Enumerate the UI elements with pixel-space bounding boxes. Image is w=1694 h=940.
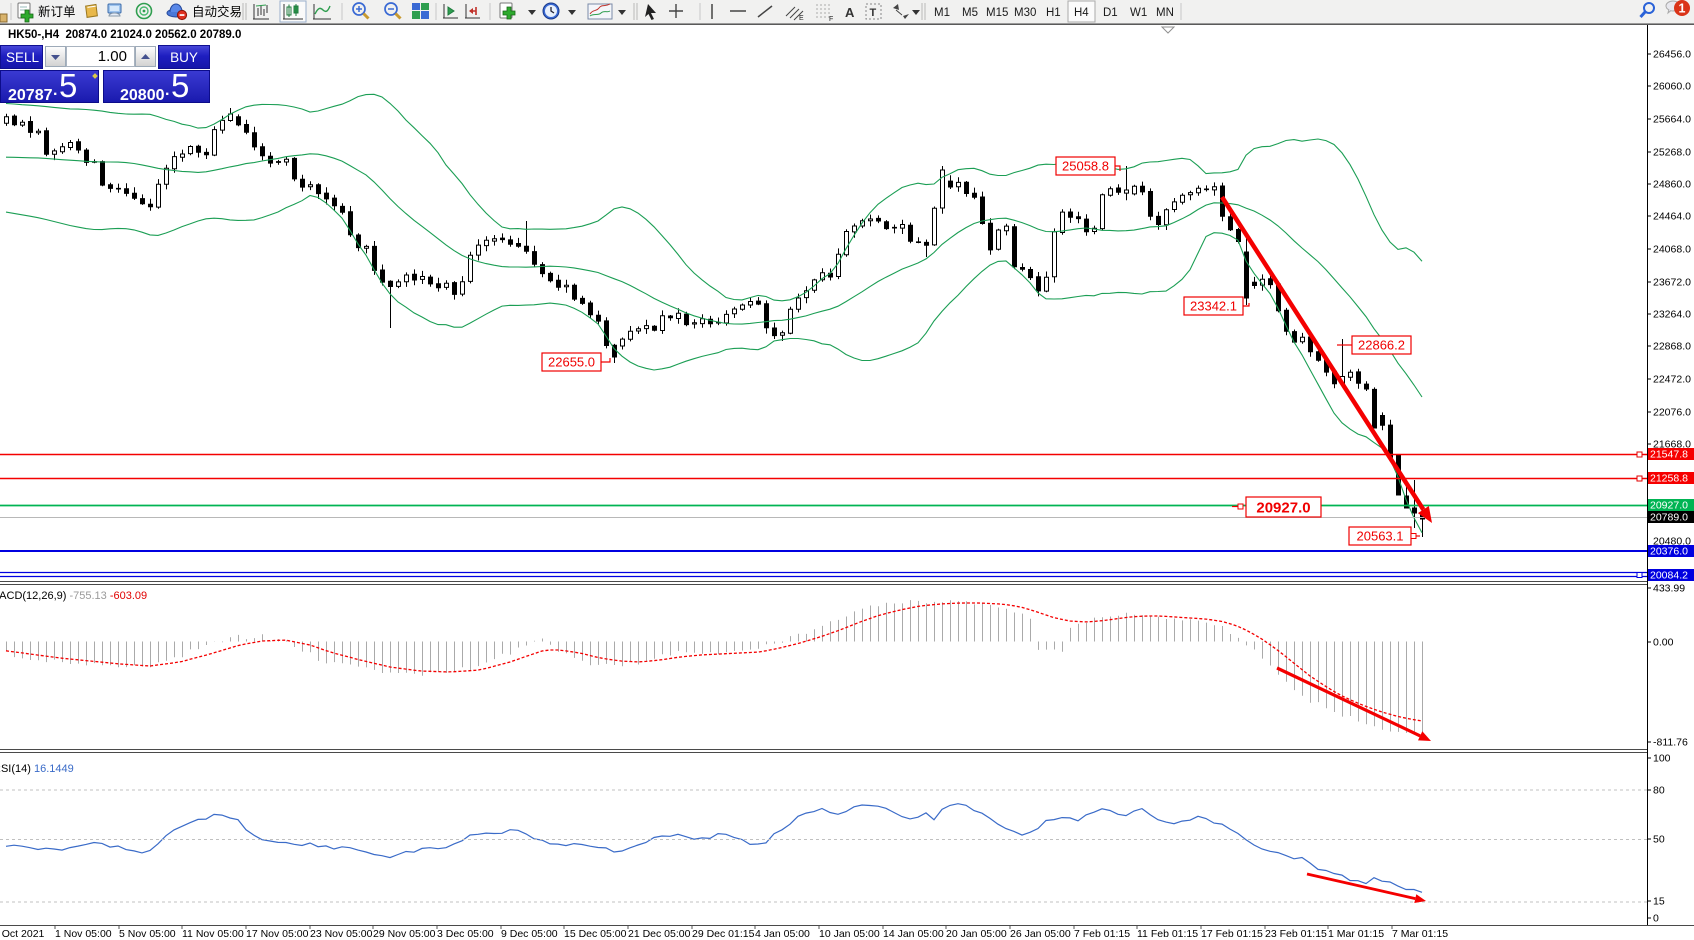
svg-text:22868.0: 22868.0 bbox=[1653, 341, 1691, 353]
svg-text:1 Mar 01:15: 1 Mar 01:15 bbox=[1328, 928, 1384, 940]
svg-text:自动交易: 自动交易 bbox=[192, 4, 242, 19]
svg-text:1 Nov 05:00: 1 Nov 05:00 bbox=[55, 928, 112, 940]
svg-text:50: 50 bbox=[1653, 834, 1665, 846]
svg-text:20376.0: 20376.0 bbox=[1650, 546, 1688, 558]
svg-text:20927.0: 20927.0 bbox=[1256, 500, 1310, 517]
svg-text:T: T bbox=[870, 7, 877, 19]
svg-text:W1: W1 bbox=[1130, 7, 1147, 19]
svg-text:1 Oct 2021: 1 Oct 2021 bbox=[0, 928, 45, 940]
svg-text:23264.0: 23264.0 bbox=[1653, 309, 1691, 321]
svg-text:100: 100 bbox=[1653, 753, 1671, 765]
svg-text:20563.1: 20563.1 bbox=[1357, 529, 1404, 544]
svg-text:20789.0: 20789.0 bbox=[1650, 512, 1688, 524]
svg-text:11 Feb 01:15: 11 Feb 01:15 bbox=[1137, 928, 1198, 940]
svg-text:29 Dec 01:15: 29 Dec 01:15 bbox=[692, 928, 755, 940]
svg-text:11 Nov 05:00: 11 Nov 05:00 bbox=[182, 928, 244, 940]
svg-text:14 Jan 05:00: 14 Jan 05:00 bbox=[883, 928, 944, 940]
svg-text:22472.0: 22472.0 bbox=[1653, 374, 1691, 386]
svg-text:20480.0: 20480.0 bbox=[1653, 536, 1691, 548]
svg-text:MN: MN bbox=[1156, 7, 1174, 19]
svg-text:26 Jan 05:00: 26 Jan 05:00 bbox=[1010, 928, 1071, 940]
svg-text:21 Dec 05:00: 21 Dec 05:00 bbox=[628, 928, 691, 940]
svg-text:D1: D1 bbox=[1103, 7, 1118, 19]
svg-text:22076.0: 22076.0 bbox=[1653, 407, 1691, 419]
svg-text:21258.8: 21258.8 bbox=[1650, 473, 1688, 485]
svg-text:23 Nov 05:00: 23 Nov 05:00 bbox=[310, 928, 373, 940]
svg-text:26456.0: 26456.0 bbox=[1653, 49, 1691, 61]
svg-text:0: 0 bbox=[1653, 913, 1659, 925]
svg-text:HK50-,H4 20874.0 21024.0 2056: HK50-,H4 20874.0 21024.0 20562.0 20789.0 bbox=[8, 29, 241, 41]
svg-text:3 Dec 05:00: 3 Dec 05:00 bbox=[437, 928, 494, 940]
svg-text:20927.0: 20927.0 bbox=[1650, 500, 1688, 512]
svg-text:M30: M30 bbox=[1014, 7, 1036, 19]
svg-text:1: 1 bbox=[1679, 2, 1686, 16]
svg-text:25268.0: 25268.0 bbox=[1653, 147, 1691, 159]
svg-text:M5: M5 bbox=[962, 7, 978, 19]
svg-text:10 Jan 05:00: 10 Jan 05:00 bbox=[819, 928, 880, 940]
svg-text:23342.1: 23342.1 bbox=[1190, 299, 1237, 314]
svg-text:24464.0: 24464.0 bbox=[1653, 211, 1691, 223]
svg-text:23672.0: 23672.0 bbox=[1653, 277, 1691, 289]
svg-text:20 Jan 05:00: 20 Jan 05:00 bbox=[946, 928, 1007, 940]
svg-text:E: E bbox=[799, 15, 804, 22]
svg-text:25664.0: 25664.0 bbox=[1653, 114, 1691, 126]
svg-text:29 Nov 05:00: 29 Nov 05:00 bbox=[373, 928, 436, 940]
svg-text:24860.0: 24860.0 bbox=[1653, 179, 1691, 191]
svg-text:25058.8: 25058.8 bbox=[1062, 159, 1109, 174]
svg-text:H1: H1 bbox=[1046, 7, 1061, 19]
svg-text:21547.8: 21547.8 bbox=[1650, 449, 1688, 461]
svg-text:M1: M1 bbox=[934, 7, 950, 19]
svg-text:5 Nov 05:00: 5 Nov 05:00 bbox=[119, 928, 176, 940]
svg-text:22866.2: 22866.2 bbox=[1358, 338, 1405, 353]
svg-text:15: 15 bbox=[1653, 896, 1665, 908]
svg-text:80: 80 bbox=[1653, 785, 1665, 797]
svg-text:A: A bbox=[845, 5, 855, 20]
svg-text:0.00: 0.00 bbox=[1653, 637, 1674, 649]
svg-text:433.99: 433.99 bbox=[1653, 583, 1685, 595]
svg-text:F: F bbox=[829, 16, 833, 23]
svg-text:23 Feb 01:15: 23 Feb 01:15 bbox=[1265, 928, 1327, 940]
svg-text:新订单: 新订单 bbox=[38, 4, 76, 19]
svg-text:M15: M15 bbox=[986, 7, 1008, 19]
svg-text:17 Feb 01:15: 17 Feb 01:15 bbox=[1201, 928, 1263, 940]
svg-text:7 Mar 01:15: 7 Mar 01:15 bbox=[1392, 928, 1448, 940]
svg-text:20084.2: 20084.2 bbox=[1650, 570, 1688, 582]
svg-text:22655.0: 22655.0 bbox=[548, 355, 595, 370]
svg-text:26060.0: 26060.0 bbox=[1653, 81, 1691, 93]
svg-text:15 Dec 05:00: 15 Dec 05:00 bbox=[564, 928, 627, 940]
svg-text:4 Jan 05:00: 4 Jan 05:00 bbox=[755, 928, 810, 940]
svg-text:7 Feb 01:15: 7 Feb 01:15 bbox=[1074, 928, 1130, 940]
svg-text:17 Nov 05:00: 17 Nov 05:00 bbox=[246, 928, 309, 940]
svg-text:H4: H4 bbox=[1074, 7, 1089, 19]
svg-text:24068.0: 24068.0 bbox=[1653, 244, 1691, 256]
svg-text:21668.0: 21668.0 bbox=[1653, 439, 1691, 451]
svg-text:RSI(14) 16.1449: RSI(14) 16.1449 bbox=[0, 763, 74, 775]
svg-text:9 Dec 05:00: 9 Dec 05:00 bbox=[501, 928, 558, 940]
svg-text:-811.76: -811.76 bbox=[1653, 737, 1688, 749]
svg-text:MACD(12,26,9) -755.13 -603.09: MACD(12,26,9) -755.13 -603.09 bbox=[0, 590, 147, 602]
